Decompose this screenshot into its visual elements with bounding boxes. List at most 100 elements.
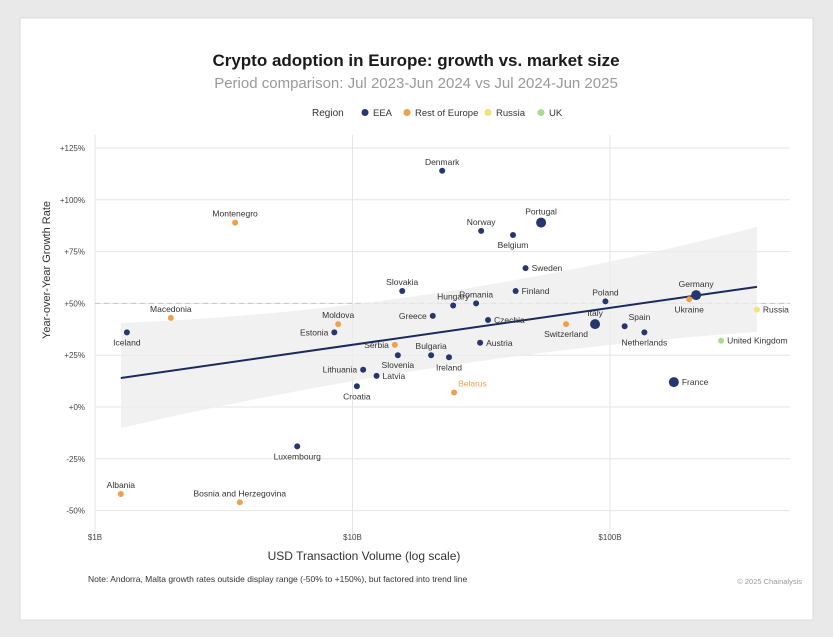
point-marker <box>294 443 301 450</box>
legend-label: UK <box>549 108 563 119</box>
point-label: Czechia <box>494 315 525 325</box>
point-label: Poland <box>592 287 619 297</box>
point-label: Slovenia <box>382 360 415 370</box>
point-label: Lithuania <box>323 365 358 375</box>
trend-line <box>120 285 758 379</box>
data-point-russia: Russia <box>753 305 789 315</box>
point-marker <box>373 372 380 379</box>
point-label: Serbia <box>364 340 389 350</box>
data-point-montenegro: Montenegro <box>212 209 258 226</box>
confidence-band <box>120 226 757 428</box>
point-marker <box>473 300 480 307</box>
data-point-belarus: Belarus <box>451 378 487 396</box>
point-marker <box>236 499 243 506</box>
chart-title: Crypto adoption in Europe: growth vs. ma… <box>212 51 619 70</box>
x-tick-label: $1B <box>88 533 102 542</box>
point-label: Bulgaria <box>416 341 447 351</box>
point-marker <box>485 316 492 323</box>
point-label: Italy <box>587 308 603 318</box>
data-point-czechia: Czechia <box>485 315 525 325</box>
point-marker <box>602 298 609 305</box>
data-point-albania: Albania <box>107 480 136 498</box>
point-label: Albania <box>107 480 136 490</box>
point-label: Moldova <box>322 310 354 320</box>
data-point-netherlands: Netherlands <box>621 329 667 347</box>
data-point-ireland: Ireland <box>436 354 462 372</box>
point-marker <box>668 377 679 388</box>
data-point-iceland: Iceland <box>113 329 141 347</box>
confidence-band-area <box>120 226 757 428</box>
data-point-croatia: Croatia <box>343 383 371 401</box>
data-point-poland: Poland <box>592 287 619 305</box>
point-label: Estonia <box>300 327 329 337</box>
legend-marker <box>484 109 492 116</box>
point-marker <box>123 329 130 336</box>
chart-subtitle: Period comparison: Jul 2023-Jun 2024 vs … <box>214 75 618 92</box>
y-axis-label: Year-over-Year Growth Rate <box>41 201 53 339</box>
point-marker <box>232 219 239 226</box>
y-tick-label: +0% <box>69 403 85 412</box>
point-marker <box>509 232 516 239</box>
point-marker <box>477 339 484 346</box>
x-tick-label: $100B <box>598 533 621 542</box>
data-point-slovakia: Slovakia <box>386 277 419 294</box>
point-marker <box>360 366 367 373</box>
data-point-serbia: Serbia <box>364 340 398 350</box>
point-label: Finland <box>522 286 550 296</box>
point-marker <box>353 383 360 390</box>
trend-line-group <box>120 285 758 379</box>
point-label: Norway <box>467 217 497 227</box>
legend-label: Rest of Europe <box>415 108 478 119</box>
data-point-hungary: Hungary <box>437 291 470 309</box>
y-tick-label: +25% <box>64 351 85 360</box>
point-marker <box>331 329 338 336</box>
data-point-lithuania: Lithuania <box>323 365 367 375</box>
data-point-moldova: Moldova <box>322 310 355 328</box>
point-marker <box>167 314 174 321</box>
data-point-macedonia: Macedonia <box>150 304 192 321</box>
point-marker <box>429 312 436 319</box>
point-label: Russia <box>763 305 789 315</box>
data-point-norway: Norway <box>467 217 497 234</box>
point-marker <box>621 323 628 330</box>
point-label: Sweden <box>532 263 563 273</box>
data-point-latvia: Latvia <box>373 371 406 381</box>
data-point-greece: Greece <box>399 311 436 321</box>
point-marker <box>445 354 452 361</box>
point-marker <box>512 287 519 294</box>
point-label: Ireland <box>436 362 462 372</box>
data-point-belgium: Belgium <box>498 232 528 250</box>
data-point-portugal: Portugal <box>525 207 557 228</box>
point-label: Austria <box>486 338 513 348</box>
data-point-austria: Austria <box>477 338 513 348</box>
data-point-germany: Germany <box>679 279 714 301</box>
data-point-bosnia-and-herzegovina: Bosnia and Herzegovina <box>193 488 286 506</box>
point-marker <box>451 389 458 396</box>
legend: Region EEA Rest of Europe Russia UK <box>312 108 563 119</box>
point-marker <box>439 167 446 174</box>
legend-marker <box>537 109 545 116</box>
y-tick-label: -50% <box>66 507 85 516</box>
legend-marker <box>361 109 369 116</box>
point-marker <box>478 227 485 234</box>
legend-label: EEA <box>373 108 393 119</box>
y-tick-label: +50% <box>64 299 85 308</box>
legend-label: Russia <box>496 108 526 119</box>
point-label: Romania <box>459 289 493 299</box>
point-label: Macedonia <box>150 304 192 314</box>
point-label: Slovakia <box>386 277 418 287</box>
data-point-bulgaria: Bulgaria <box>416 341 447 359</box>
point-label: Greece <box>399 311 427 321</box>
point-label: Portugal <box>525 207 557 217</box>
x-axis-label: USD Transaction Volume (log scale) <box>268 549 461 563</box>
point-label: Hungary <box>437 291 470 301</box>
credit: © 2025 Chainalysis <box>737 577 802 586</box>
data-point-denmark: Denmark <box>425 157 460 174</box>
point-marker <box>590 319 601 330</box>
point-label: Luxembourg <box>274 451 322 461</box>
data-point-united-kingdom: United Kingdom <box>718 336 788 346</box>
data-point-spain: Spain <box>621 312 651 330</box>
legend-title: Region <box>312 108 344 119</box>
point-label: United Kingdom <box>727 336 787 346</box>
